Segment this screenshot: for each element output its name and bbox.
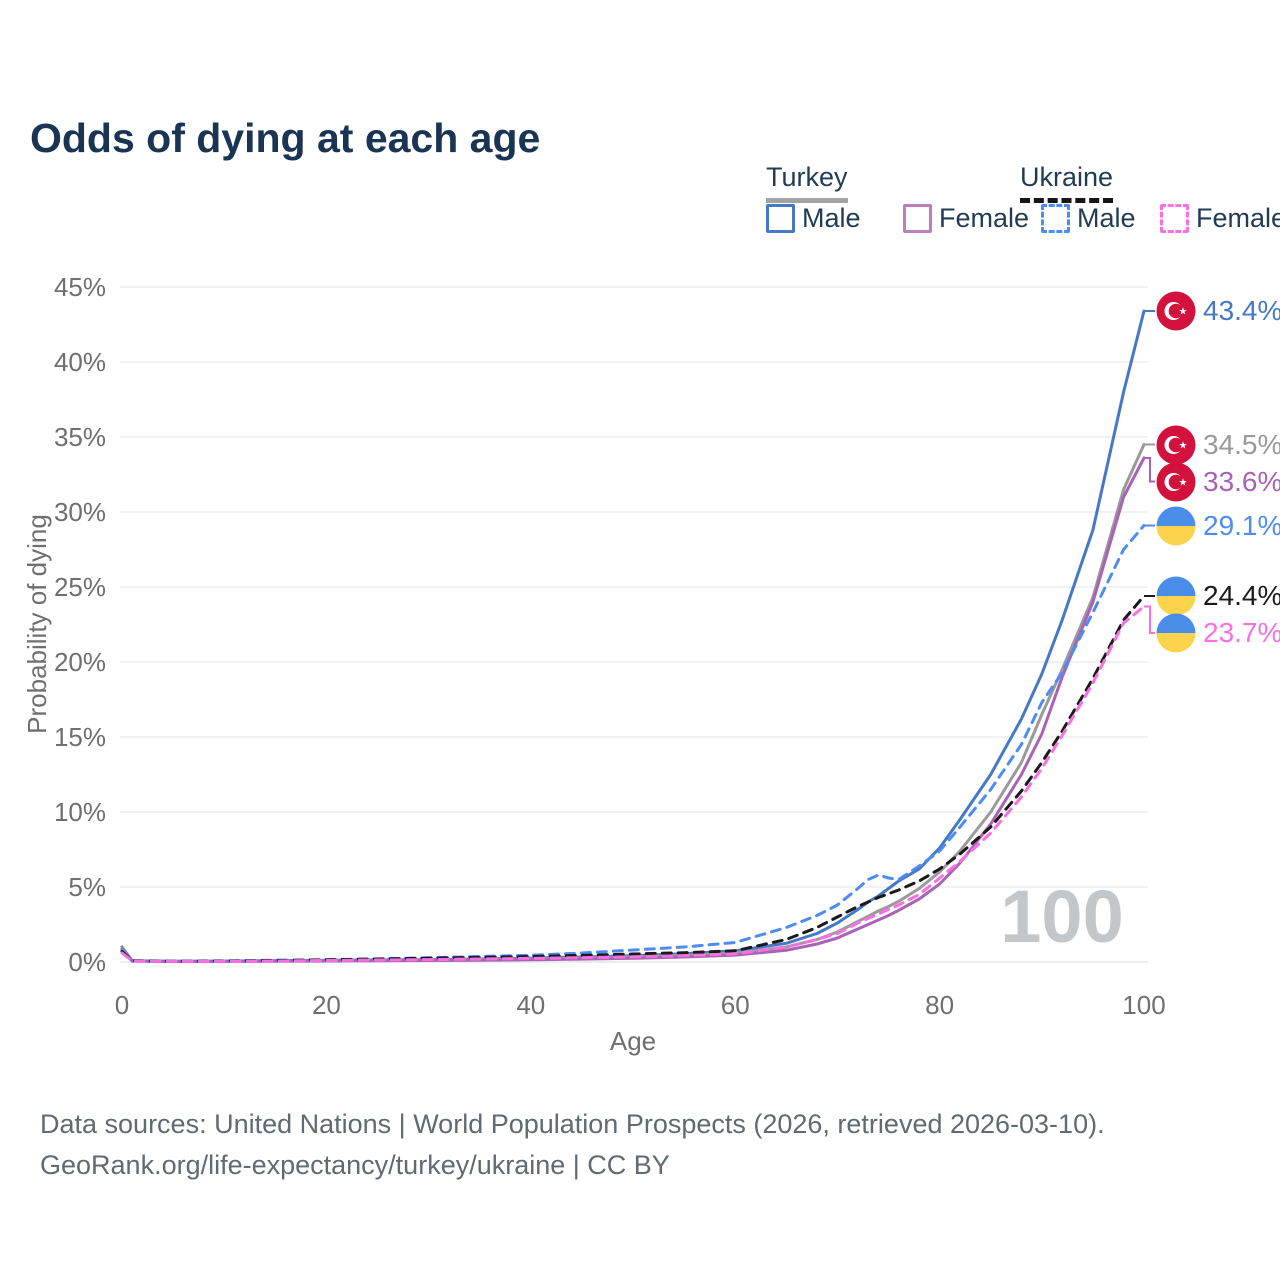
series-line-ukraine-female[interactable] — [120, 605, 1146, 963]
x-tick-label: 40 — [516, 990, 545, 1020]
legend-item-ukraine-female[interactable]: Female — [1160, 203, 1280, 234]
y-tick-label: 25% — [54, 572, 106, 602]
series-lines — [120, 309, 1146, 963]
y-tick-label: 15% — [54, 722, 106, 752]
series-line-ukraine-male[interactable] — [120, 524, 1146, 963]
y-tick-label: 45% — [54, 272, 106, 302]
legend-group-ukraine: Ukraine — [1020, 162, 1114, 203]
series-line-turkey-both-sexes-[interactable] — [120, 443, 1146, 963]
x-axis-title: Age — [610, 1026, 656, 1056]
x-tick-label: 0 — [115, 990, 129, 1020]
y-axis-ticks: 0% 5% 10% 15% 20% 25% 30% 35% 40% 45% — [54, 272, 106, 977]
x-tick-label: 80 — [925, 990, 954, 1020]
x-tick-label: 100 — [1122, 990, 1165, 1020]
y-tick-label: 35% — [54, 422, 106, 452]
series-line-turkey-male[interactable] — [120, 309, 1146, 963]
y-tick-label: 40% — [54, 347, 106, 377]
x-axis-ticks: 0 20 40 60 80 100 — [115, 990, 1166, 1020]
legend-item-turkey-male[interactable]: Male — [766, 203, 861, 234]
legend-item-label: Male — [1077, 203, 1136, 233]
end-label-connector — [1144, 457, 1155, 483]
turkey-male-swatch-icon — [766, 204, 795, 233]
data-sources-text: Data sources: United Nations | World Pop… — [40, 1109, 1105, 1139]
legend-item-label: Male — [802, 203, 861, 233]
y-tick-label: 10% — [54, 797, 106, 827]
end-label-connector — [1144, 605, 1155, 634]
legend-item-turkey-female[interactable]: Female — [903, 203, 1029, 234]
y-axis-title: Probability of dying — [22, 514, 52, 734]
series-line-ukraine-both-sexes-[interactable] — [120, 594, 1146, 963]
legend-group-turkey: Turkey — [766, 162, 848, 203]
ukraine-female-swatch-icon — [1160, 204, 1189, 233]
legend: Turkey Ukraine Male Female Male Female — [0, 0, 1280, 250]
y-tick-label: 0% — [68, 947, 106, 977]
x-tick-label: 20 — [312, 990, 341, 1020]
x-tick-label: 60 — [721, 990, 750, 1020]
hover-age-watermark: 100 — [1000, 875, 1123, 958]
turkey-female-swatch-icon — [903, 204, 932, 233]
legend-item-label: Female — [1196, 203, 1280, 233]
gridlines — [120, 286, 1148, 963]
legend-item-label: Female — [939, 203, 1030, 233]
footer: Data sources: United Nations | World Pop… — [40, 1104, 1105, 1186]
y-tick-label: 20% — [54, 647, 106, 677]
y-tick-label: 5% — [68, 872, 106, 902]
end-label-connectors — [1144, 310, 1155, 634]
page-title: Odds of dying at each age — [30, 115, 541, 162]
y-tick-label: 30% — [54, 497, 106, 527]
attribution-text: GeoRank.org/life-expectancy/turkey/ukrai… — [40, 1150, 670, 1180]
series-line-turkey-female[interactable] — [120, 456, 1146, 963]
line-chart: 0% 5% 10% 15% 20% 25% 30% 35% 40% 45% 0 20 40 60 80 10… — [22, 272, 1166, 1056]
ukraine-male-swatch-icon — [1041, 204, 1070, 233]
legend-item-ukraine-male[interactable]: Male — [1041, 203, 1136, 234]
